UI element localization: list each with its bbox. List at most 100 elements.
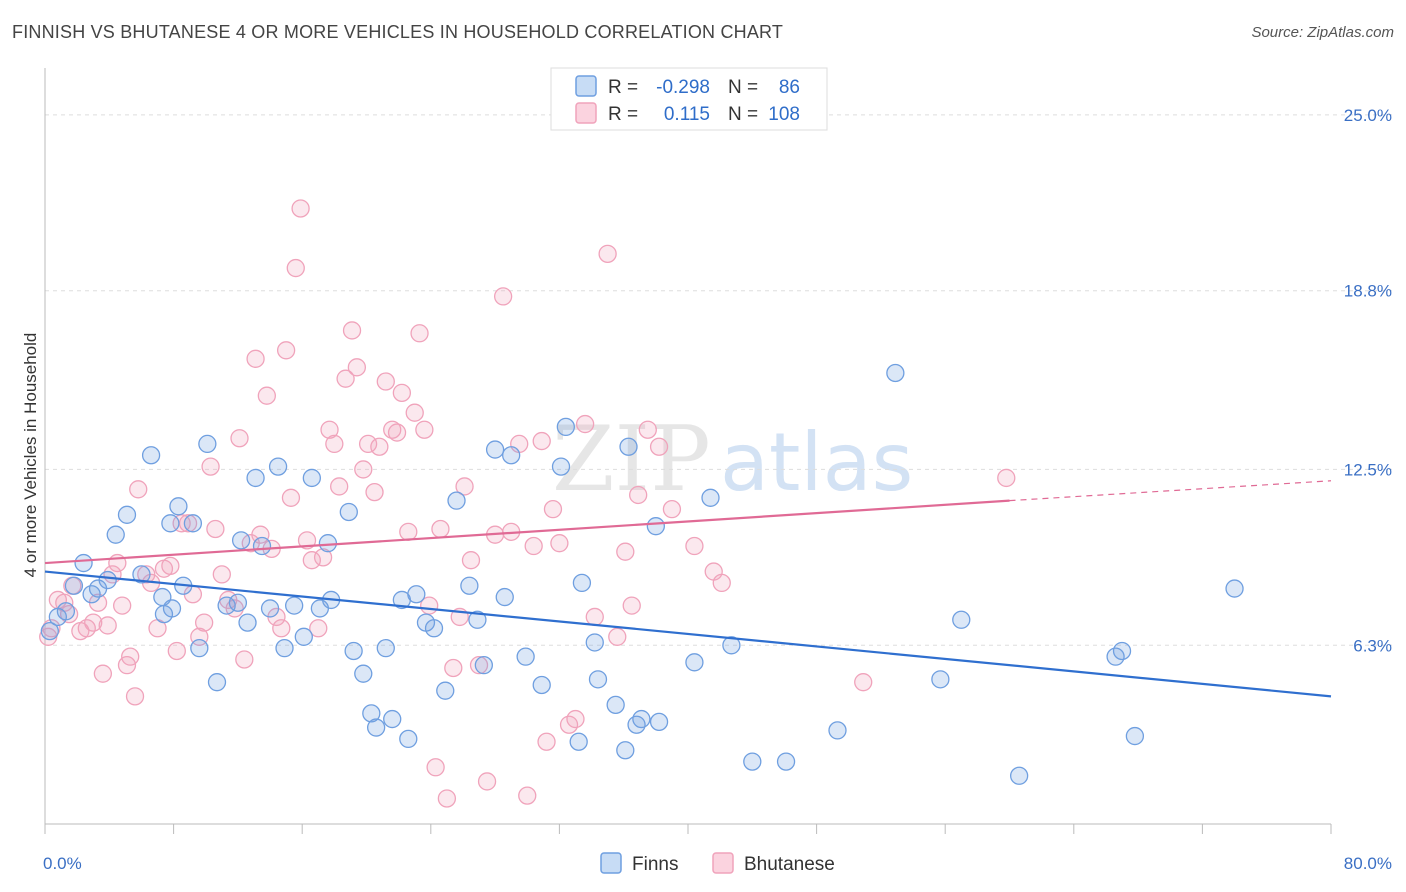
bhutanese-point	[98, 616, 117, 635]
finns-point	[228, 593, 248, 612]
bhutanese-point	[431, 519, 450, 539]
finns-point	[260, 599, 280, 618]
finns-point	[354, 664, 373, 683]
watermark-atlas: atlas	[720, 416, 913, 509]
bhutanese-point	[376, 372, 395, 391]
bhutanese-point	[455, 477, 474, 496]
finns-point	[217, 596, 236, 615]
bhutanese-point	[59, 604, 79, 624]
bhutanese-point	[336, 369, 355, 388]
bhutanese-point	[537, 732, 556, 751]
bhutanese-point	[550, 534, 569, 553]
finns-point	[1125, 726, 1145, 746]
bhutanese-point	[246, 349, 265, 368]
finns-point	[268, 457, 288, 476]
finns-point	[106, 525, 125, 544]
finns-point	[376, 638, 395, 658]
bhutanese-point	[426, 758, 445, 777]
finns-point	[1112, 641, 1132, 661]
bhutanese-point	[712, 573, 731, 593]
y-tick-label: 18.8%	[1344, 282, 1392, 301]
finns-point	[141, 446, 161, 465]
finns-point	[556, 417, 575, 437]
finns-point	[56, 602, 76, 621]
finns-point	[474, 656, 493, 675]
legend: R = -0.298 N = 86 R = 0.115 N = 108	[550, 67, 828, 131]
finns-point	[362, 704, 381, 723]
finns-point	[285, 596, 304, 615]
finns-point	[495, 587, 514, 607]
bhutanese-point	[365, 482, 384, 502]
finns-point	[436, 681, 455, 700]
finns-point	[952, 610, 971, 629]
finns-point	[485, 440, 505, 459]
finns-point	[569, 732, 588, 751]
legend-bhutanese-n-label: N =	[728, 104, 758, 125]
bhutanese-point	[178, 514, 198, 533]
source-label: Source: ZipAtlas.com	[1251, 24, 1394, 41]
finns-point	[722, 636, 741, 655]
bhutanese-point	[622, 596, 641, 615]
bhutanese-point	[206, 519, 225, 539]
finns-point	[275, 638, 294, 658]
bhutanese-point	[93, 664, 113, 683]
bhutanese-point	[291, 199, 310, 218]
legend-box	[550, 67, 828, 131]
x-tick-label-min: 0.0%	[43, 854, 82, 873]
finns-point	[198, 434, 217, 454]
bhutanese-point	[194, 613, 214, 632]
bhutanese-point	[608, 627, 627, 646]
finns-point	[302, 468, 321, 488]
finns-point	[931, 670, 950, 689]
bhutanese-point	[84, 613, 103, 632]
bhutanese-point	[399, 522, 418, 541]
finns-point	[231, 531, 251, 550]
bhutanese-point	[370, 437, 389, 456]
finns-point	[649, 712, 669, 732]
bhutanese-point	[251, 525, 270, 544]
finns-point	[183, 514, 203, 533]
bhutanese-point	[42, 619, 61, 638]
finns-point	[169, 497, 188, 516]
legend-bhutanese-swatch	[575, 102, 597, 124]
bottom-legend-finns-swatch	[600, 852, 622, 874]
finns-point	[502, 446, 521, 465]
finns-point	[339, 502, 358, 522]
bhutanese-point	[113, 596, 132, 615]
watermark-zip: ZIP	[552, 407, 711, 512]
legend-finns-n-label: N =	[728, 77, 758, 98]
finns-point	[585, 633, 604, 652]
bhutanese-point	[437, 789, 457, 808]
bhutanese-point	[638, 420, 657, 439]
legend-finns-swatch	[575, 75, 597, 97]
bhutanese-point	[347, 358, 367, 377]
legend-finns-r-label: R =	[608, 77, 638, 98]
y-tick-label: 25.0%	[1344, 106, 1392, 125]
finns-point	[246, 468, 265, 488]
finns-point	[460, 576, 479, 595]
finns-point	[743, 752, 762, 771]
finns-point	[366, 718, 386, 737]
bhutanese-point	[330, 477, 349, 496]
finns-point	[424, 619, 444, 638]
bhutanese-point	[272, 619, 291, 638]
finns-point	[776, 752, 796, 771]
bhutanese-point	[575, 414, 595, 434]
bhutanese-point	[410, 324, 429, 343]
finns-point	[1009, 766, 1029, 785]
bhutanese-trend-extension	[1009, 480, 1332, 502]
bhutanese-point	[444, 658, 463, 678]
finns-point	[619, 437, 638, 456]
bhutanese-point	[392, 383, 412, 403]
bhutanese-point	[566, 709, 585, 729]
finns-point	[383, 709, 402, 729]
finns-point	[447, 491, 466, 510]
finns-point	[407, 585, 426, 604]
finns-point	[516, 647, 535, 666]
finns-point	[318, 534, 338, 553]
bhutanese-point	[685, 536, 704, 556]
finns-point	[588, 670, 608, 689]
finns-point	[551, 457, 571, 476]
bhutanese-point	[257, 386, 276, 405]
